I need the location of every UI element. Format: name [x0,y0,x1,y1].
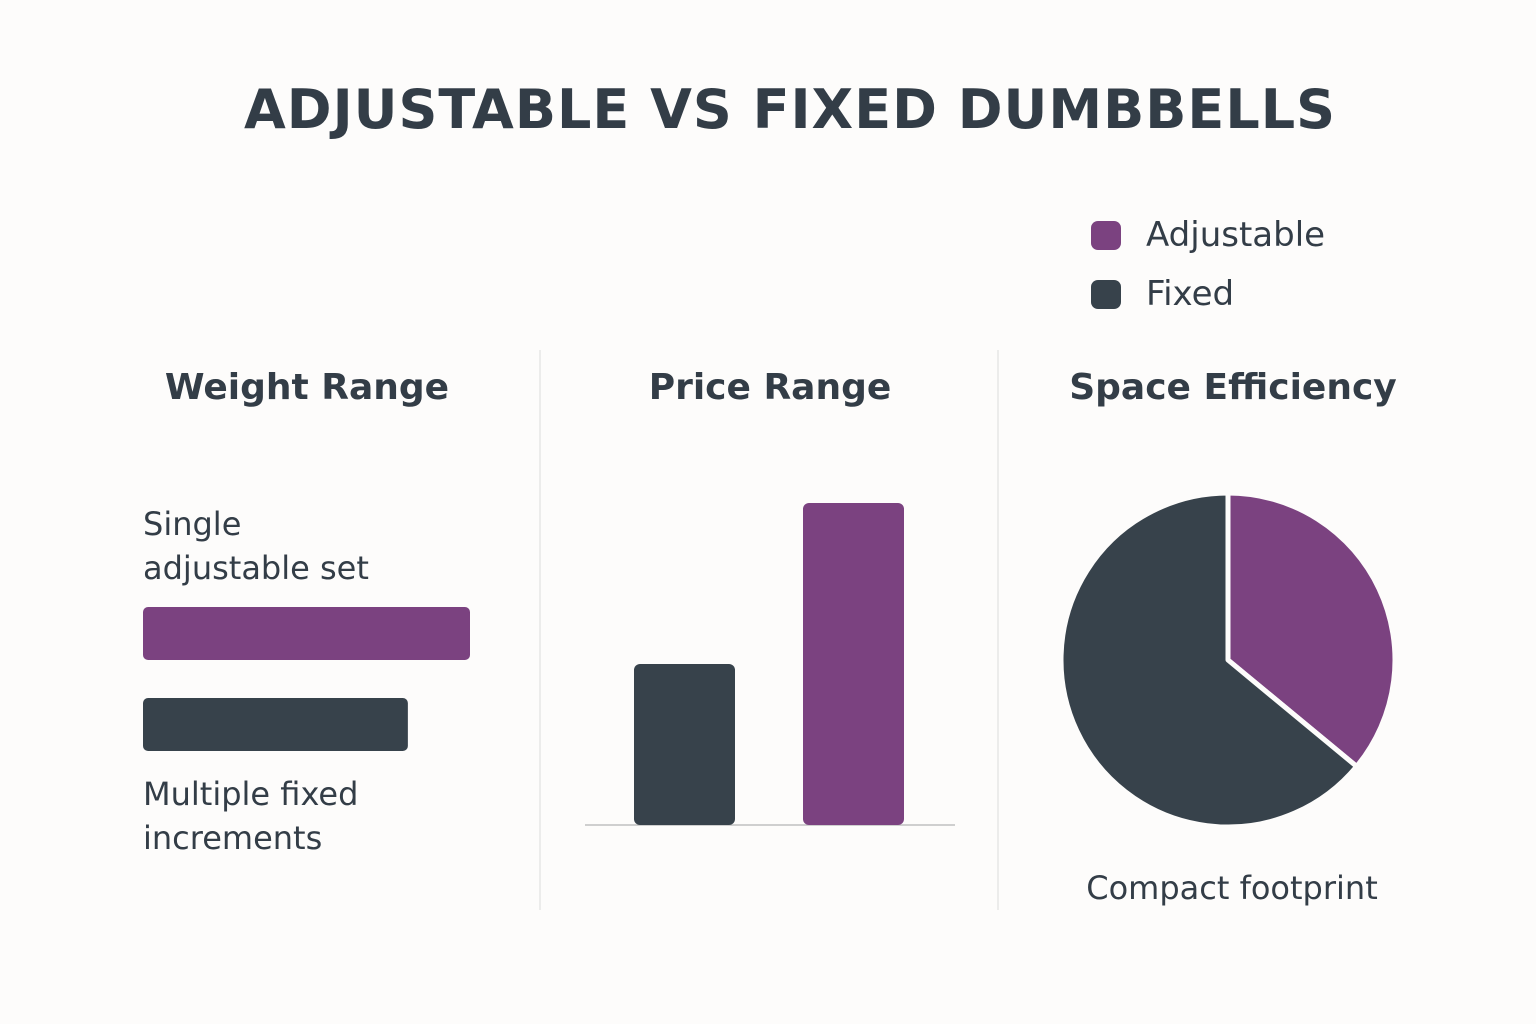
pie-slice [1225,490,1398,769]
bar [634,664,735,825]
bar [803,503,904,825]
bar-label: Single adjustable set [143,505,369,587]
legend-label: Adjustable [1146,215,1326,255]
pie-annotation: Compact footprint [1086,869,1378,907]
chart-title: Weight Range [164,367,450,408]
bar [143,698,408,751]
page-title: ADJUSTABLE VS FIXED DUMBBELLS [243,78,1337,141]
legend-swatch [1091,221,1121,250]
chart-title: Space Efficiency [1069,367,1397,408]
legend-swatch [1091,280,1121,309]
bar [143,607,470,660]
bar-label: Multiple fixed increments [143,775,359,857]
chart-title: Price Range [648,367,892,408]
legend-label: Fixed [1146,274,1235,314]
pie-slice [1058,490,1360,830]
